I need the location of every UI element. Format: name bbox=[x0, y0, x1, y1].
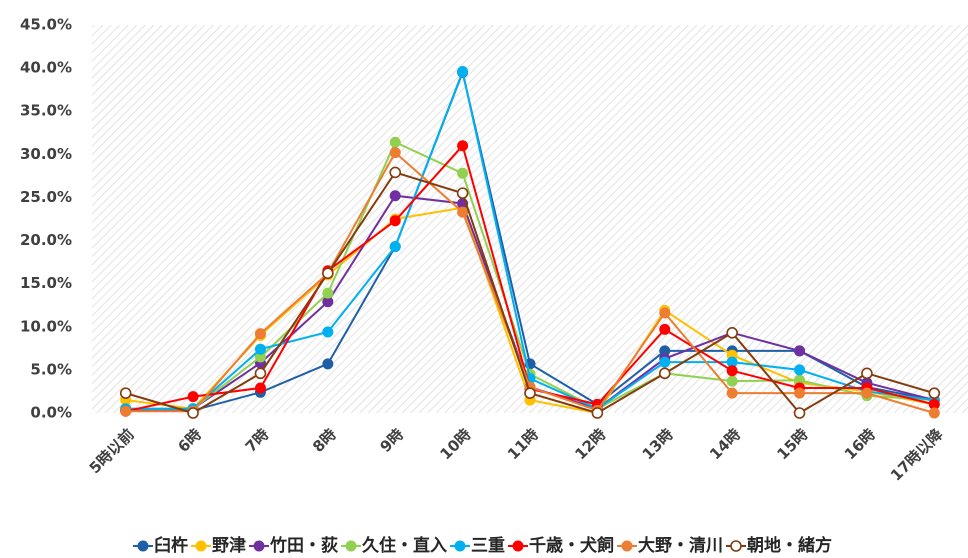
y-tick-label: 0.0% bbox=[30, 404, 72, 422]
y-tick-label: 25.0% bbox=[20, 188, 72, 206]
data-point bbox=[254, 367, 267, 380]
data-point bbox=[322, 267, 334, 280]
legend-label: 大野・清川 bbox=[638, 535, 723, 556]
legend-label: 久住・直入 bbox=[362, 535, 447, 556]
y-tick-label: 40.0% bbox=[20, 59, 72, 77]
legend-label: 千歳・犬飼 bbox=[529, 535, 614, 556]
x-tick-label: 12時 bbox=[571, 425, 609, 463]
data-point bbox=[254, 382, 266, 394]
data-point bbox=[389, 215, 401, 227]
data-point bbox=[456, 187, 469, 199]
data-point bbox=[928, 387, 941, 399]
data-point bbox=[454, 540, 466, 552]
x-tick-label: 13時 bbox=[639, 425, 677, 463]
data-point bbox=[322, 358, 334, 370]
data-point bbox=[659, 307, 671, 319]
x-tick-label: 8時 bbox=[309, 425, 340, 456]
legend-label: 朝地・緒方 bbox=[747, 535, 832, 556]
data-point bbox=[253, 540, 265, 552]
data-point bbox=[389, 147, 401, 159]
data-point bbox=[512, 540, 524, 552]
data-point bbox=[928, 407, 940, 419]
x-tick-label: 6時 bbox=[174, 425, 205, 456]
data-point bbox=[389, 136, 401, 148]
x-tick-label: 9時 bbox=[377, 425, 408, 456]
y-tick-label: 35.0% bbox=[20, 102, 72, 120]
legend-label: 竹田・荻 bbox=[269, 535, 338, 556]
x-tick-label: 16時 bbox=[841, 425, 879, 463]
y-tick-label: 5.0% bbox=[30, 360, 72, 378]
data-point bbox=[524, 387, 536, 399]
data-point bbox=[794, 345, 806, 357]
data-point bbox=[457, 167, 469, 179]
y-tick-label: 20.0% bbox=[20, 231, 72, 249]
x-tick-label: 5時以前 bbox=[86, 425, 138, 477]
data-point bbox=[187, 391, 199, 403]
x-tick-label: 10時 bbox=[437, 425, 475, 463]
y-tick-label: 30.0% bbox=[20, 145, 72, 163]
data-point bbox=[726, 365, 738, 377]
legend-label: 三重 bbox=[471, 535, 505, 556]
x-tick-label: 15時 bbox=[773, 425, 811, 463]
data-point bbox=[659, 323, 671, 335]
data-point bbox=[591, 407, 604, 419]
data-point bbox=[726, 387, 738, 399]
data-point bbox=[457, 66, 469, 78]
data-point bbox=[345, 540, 357, 552]
legend-label: 野津 bbox=[212, 535, 246, 556]
data-point bbox=[861, 367, 873, 380]
data-point bbox=[322, 326, 334, 338]
data-point bbox=[457, 206, 469, 218]
y-tick-label: 15.0% bbox=[20, 274, 72, 292]
data-point bbox=[389, 241, 401, 253]
data-point bbox=[457, 140, 469, 152]
data-point bbox=[726, 375, 738, 387]
data-point bbox=[137, 540, 149, 552]
data-point bbox=[794, 387, 806, 399]
data-point bbox=[794, 364, 806, 376]
data-point bbox=[793, 407, 806, 419]
data-point bbox=[389, 190, 401, 202]
data-point bbox=[730, 540, 742, 552]
data-point bbox=[726, 327, 738, 339]
data-point bbox=[861, 387, 873, 399]
data-point bbox=[389, 166, 402, 179]
legend-label: 臼杵 bbox=[154, 535, 188, 556]
data-point bbox=[254, 328, 266, 340]
data-point bbox=[658, 367, 671, 380]
data-point bbox=[119, 387, 132, 399]
x-tick-label: 11時 bbox=[504, 425, 542, 463]
x-tick-label: 7時 bbox=[242, 425, 273, 456]
legend: 臼杵 野津 竹田・荻 久住・直入 三重 千歳・犬飼 大野・清川 朝地・緒方 bbox=[133, 535, 832, 556]
x-tick-label: 17時以降 bbox=[887, 425, 947, 485]
data-point bbox=[621, 540, 633, 552]
x-tick-label: 14時 bbox=[706, 425, 744, 463]
y-tick-label: 45.0% bbox=[20, 16, 72, 34]
data-point bbox=[254, 343, 266, 355]
data-point bbox=[195, 540, 207, 552]
data-point bbox=[120, 405, 132, 417]
y-tick-label: 10.0% bbox=[20, 317, 72, 335]
plot-background bbox=[92, 25, 968, 413]
data-point bbox=[659, 356, 671, 368]
data-point bbox=[322, 287, 334, 299]
data-point bbox=[187, 407, 199, 419]
